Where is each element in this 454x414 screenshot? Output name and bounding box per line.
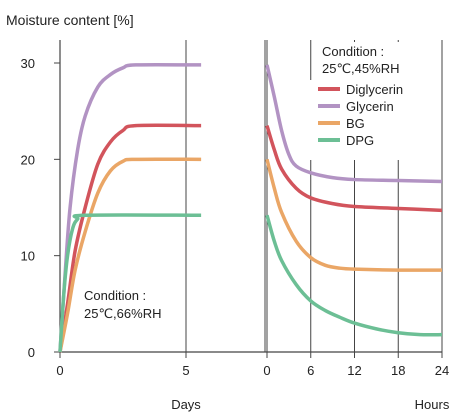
axes bbox=[54, 40, 443, 358]
series-line-bg-hours bbox=[265, 158, 443, 272]
legend: Diglycerin Glycerin BG DPG bbox=[310, 80, 420, 160]
x-label-hours: Hours bbox=[415, 397, 450, 412]
y-tick-label-20: 20 bbox=[21, 152, 35, 167]
legend-label-bg: BG bbox=[346, 116, 365, 131]
series-line-glycerin-hours bbox=[265, 64, 443, 184]
series-line-diglycerin-hours bbox=[265, 125, 443, 213]
series-line-glycerin-days bbox=[58, 62, 202, 353]
condition-days-title: Condition : bbox=[84, 288, 146, 303]
x-label-days: Days bbox=[171, 397, 201, 412]
condition-hours-bg bbox=[316, 42, 416, 80]
series-line-dpg-days bbox=[58, 213, 202, 353]
x-tick-label-hour-18: 18 bbox=[391, 363, 405, 378]
x-tick-label-day-5: 5 bbox=[182, 363, 189, 378]
series-line-diglycerin-days bbox=[58, 123, 202, 353]
x-tick-label-hour-24: 24 bbox=[435, 363, 449, 378]
x-tick-label-hour-6: 6 bbox=[307, 363, 314, 378]
y-tick-label-30: 30 bbox=[21, 56, 35, 71]
legend-label-diglycerin: Diglycerin bbox=[346, 82, 403, 97]
legend-label-glycerin: Glycerin bbox=[346, 99, 394, 114]
x-tick-label-hour-12: 12 bbox=[347, 363, 361, 378]
condition-labels: Condition : 25℃,66%RH Condition : 25℃,45%RH bbox=[80, 42, 416, 324]
condition-days-value: 25℃,66%RH bbox=[84, 306, 161, 321]
tick-labels: 0 10 20 30 0 5 0 6 12 18 24 bbox=[21, 56, 450, 378]
x-tick-label-hour-0: 0 bbox=[263, 363, 270, 378]
series-line-dpg-hours bbox=[265, 214, 443, 337]
condition-days-bg bbox=[80, 284, 180, 324]
y-tick-label-10: 10 bbox=[21, 249, 35, 264]
legend-label-dpg: DPG bbox=[346, 133, 374, 148]
legend-bg bbox=[310, 80, 420, 160]
x-tick-label-day-0: 0 bbox=[56, 363, 63, 378]
condition-hours-value: 25℃,45%RH bbox=[322, 61, 399, 76]
x-segment-labels: Days Hours bbox=[171, 397, 450, 412]
series-line-bg-days bbox=[58, 157, 202, 353]
series-lines bbox=[58, 62, 443, 353]
condition-hours-title: Condition : bbox=[322, 44, 384, 59]
y-axis-label: Moisture content [%] bbox=[6, 12, 134, 28]
y-tick-label-0: 0 bbox=[28, 345, 35, 360]
